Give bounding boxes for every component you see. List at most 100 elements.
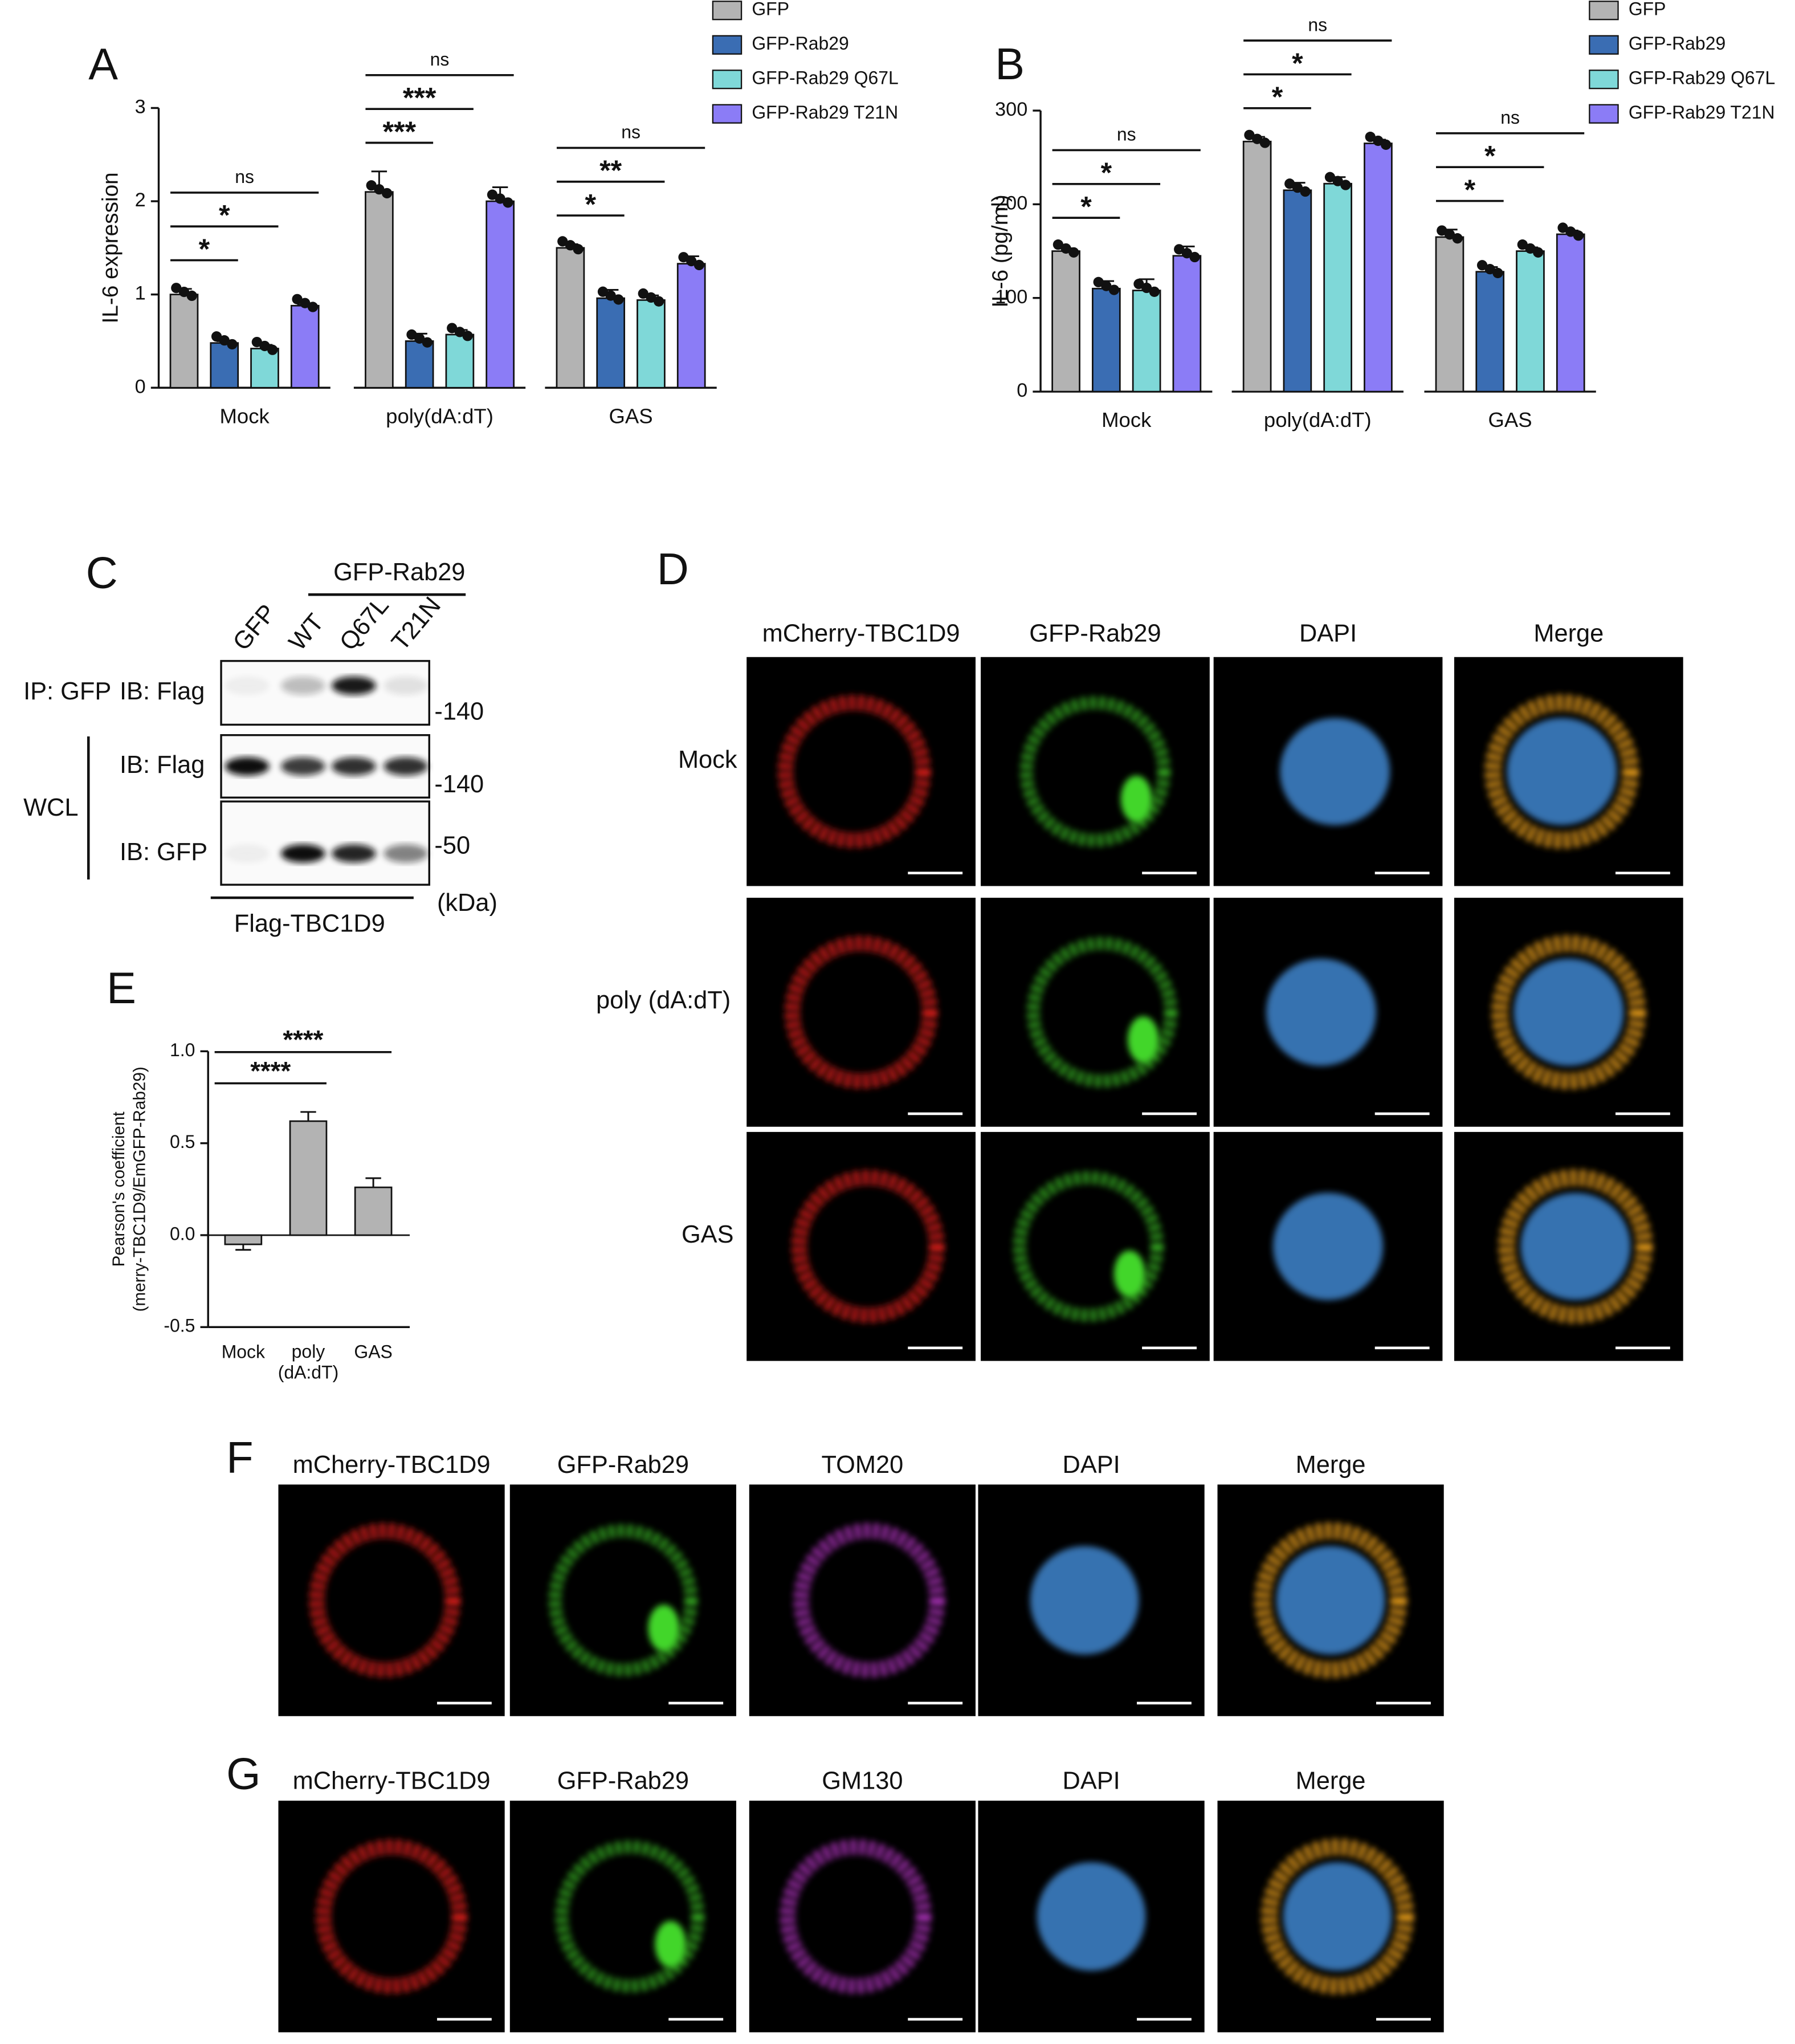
replicate-dot [300, 298, 311, 308]
legend-label: GFP-Rab29 [1629, 33, 1725, 54]
replicate-dot [495, 193, 505, 204]
nucleus-signal [1266, 958, 1376, 1066]
cell-signal [1113, 1250, 1145, 1298]
column-label: GFP-Rab29 [1029, 620, 1161, 647]
bar [1172, 255, 1202, 393]
x-tick-label: Mock [1102, 408, 1152, 431]
error-bar [235, 1244, 251, 1251]
cell-signal [1013, 1171, 1164, 1322]
replicate-dot [259, 340, 270, 352]
cell-signal [648, 1605, 680, 1652]
lane-label: GFP [228, 599, 282, 655]
replicate-dot [565, 240, 576, 251]
bar [1475, 271, 1505, 393]
replicate-dot [693, 259, 705, 271]
micrograph [278, 1484, 505, 1716]
cell-signal [1484, 694, 1639, 849]
nucleus-signal [1273, 1192, 1383, 1300]
significance-label: * [219, 199, 230, 231]
replicate-dot [1444, 229, 1455, 240]
row-label: Mock [678, 746, 737, 773]
nucleus-signal [1276, 1546, 1385, 1655]
x-tick-label-line: poly [292, 1341, 325, 1362]
legend-label: GFP-Rab29 T21N [752, 102, 898, 123]
replicate-dot [1101, 280, 1112, 291]
nucleus-signal [1037, 1862, 1146, 1971]
significance-label: * [1101, 157, 1112, 189]
significance-label: * [1080, 190, 1092, 222]
panel-letter: B [995, 40, 1025, 89]
replicate-dot [422, 337, 433, 348]
micrograph [749, 1801, 976, 2033]
x-tick-label: poly(dA:dT) [386, 404, 493, 427]
cell-signal [655, 1920, 687, 1968]
legend-swatch [1589, 104, 1619, 124]
x-tick-label: poly(dA:dT) [1264, 408, 1372, 431]
column-label: GFP-Rab29 [557, 1768, 689, 1795]
column-label: DAPI [1299, 620, 1357, 647]
replicate-dot [1189, 251, 1200, 263]
replicate-dot [597, 286, 609, 297]
significance-label: * [1464, 174, 1476, 206]
replicate-dot [1340, 180, 1351, 190]
replicate-dot [1332, 176, 1343, 186]
blot-row-label: IB: Flag [120, 751, 205, 779]
nucleus-signal [1030, 1546, 1139, 1655]
replicate-dot [1300, 186, 1311, 197]
bar [169, 294, 199, 389]
bar [596, 297, 626, 389]
replicate-dot [1252, 133, 1263, 144]
panel-letter: D [657, 545, 689, 594]
significance-label: * [1484, 140, 1496, 172]
bar [224, 1234, 263, 1245]
bar [210, 342, 239, 389]
replicate-dot [646, 292, 656, 303]
column-label: Merge [1296, 1451, 1366, 1479]
column-label: mCherry-TBC1D9 [762, 620, 960, 647]
replicate-dot [1108, 284, 1120, 295]
lane-label: Q67L [334, 592, 394, 655]
nucleus-signal [1513, 958, 1624, 1066]
legend-swatch [1589, 35, 1619, 55]
bar [354, 1186, 393, 1236]
y-axis-label: (merry-TBC1D9/EmGFP-Rab29) [130, 1066, 149, 1312]
legend-swatch [712, 104, 743, 124]
cell-signal [1027, 937, 1177, 1088]
group-label: GFP-Rab29 [333, 559, 465, 586]
bar [405, 340, 434, 389]
bar [486, 200, 515, 389]
replicate-dot [573, 244, 584, 255]
bar [676, 263, 706, 389]
y-tick-label: 2 [135, 189, 146, 211]
bar [1323, 182, 1352, 393]
cell-signal [793, 1523, 945, 1678]
replicate-dot [1052, 239, 1064, 250]
legend-swatch [712, 35, 743, 55]
blot-row-label: IB: Flag [120, 678, 205, 705]
blot-band [332, 844, 376, 863]
bar [1516, 250, 1545, 393]
legend-swatch [1589, 1, 1619, 21]
error-bar [300, 1111, 316, 1121]
y-axis-label: IL-6 expression [99, 172, 123, 323]
cell-signal [1120, 775, 1152, 823]
blot-band [281, 844, 325, 863]
significance-label: * [1292, 47, 1303, 79]
replicate-dot [557, 236, 568, 247]
column-label: mCherry-TBC1D9 [293, 1451, 491, 1479]
cell-signal [1020, 696, 1170, 847]
micrograph [509, 1484, 736, 1716]
replicate-dot [678, 252, 689, 263]
bar [250, 348, 279, 389]
replicate-dot [462, 331, 473, 341]
significance-label: *** [382, 116, 416, 148]
significance-label: * [199, 233, 210, 265]
significance-label: ns [235, 166, 254, 187]
nucleus-signal [1520, 1192, 1631, 1300]
blot-row-label: IB: GFP [120, 838, 207, 866]
replicate-dot [605, 290, 616, 301]
replicate-dot [1181, 248, 1193, 259]
replicate-dot [1533, 247, 1544, 258]
replicate-dot [1259, 137, 1270, 148]
